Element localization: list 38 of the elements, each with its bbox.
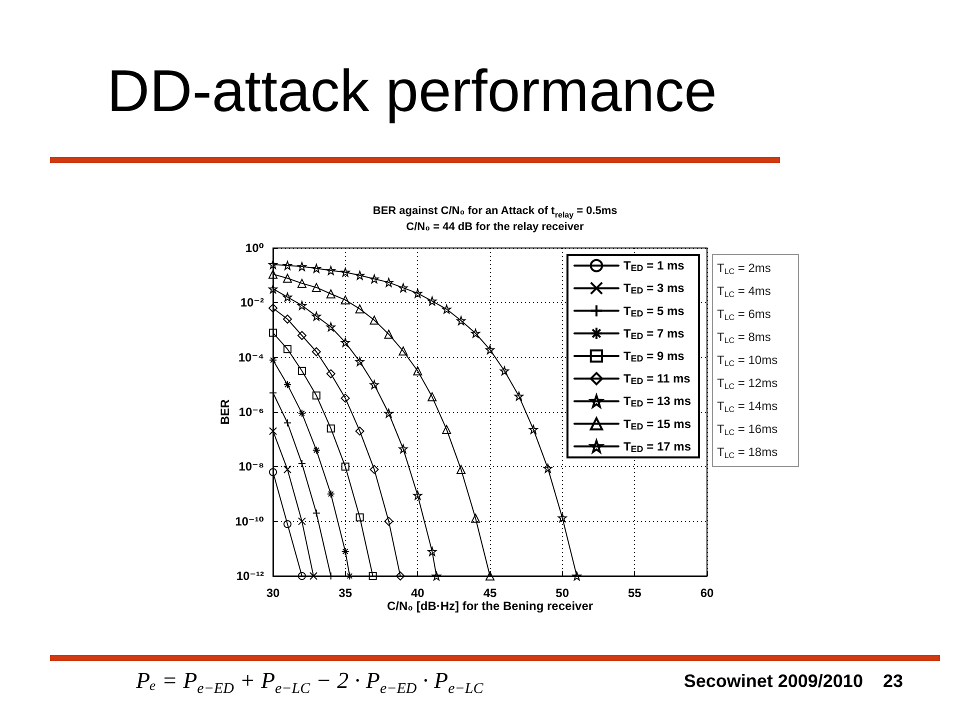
legend-label: TED = 11 ms: [623, 372, 691, 386]
text: T$_{LC}$ = 18ms: [717, 444, 778, 460]
legend-label: TED = 17 ms: [623, 439, 692, 454]
y-tick-label: 10⁻¹²: [236, 569, 264, 583]
y-tick-label: 10⁻⁶: [238, 405, 264, 419]
x-tick-label: 50: [556, 586, 570, 600]
x-tick-label: 35: [338, 586, 352, 600]
x-tick-label: 30: [266, 586, 280, 600]
x-tick-label: 60: [700, 586, 714, 600]
text: T$_{LC}$ = 4ms: [717, 283, 771, 299]
y-tick-label: 10⁻¹⁰: [235, 514, 264, 528]
text: 23: [882, 670, 903, 692]
y-tick-label: 10⁻⁴: [238, 350, 264, 364]
legend-label: TED = 13 ms: [623, 394, 692, 409]
text: T$_{LC}$ = 10ms: [717, 352, 778, 368]
text: T$_{LC}$ = 8ms: [717, 329, 771, 345]
chart-title: DD-attack performance: [107, 58, 717, 124]
y-tick-label: 10⁰: [245, 241, 264, 255]
y-tick-label: 10⁻⁸: [238, 460, 264, 474]
x-tick-label: 40: [410, 586, 425, 600]
x-tick-label: 55: [628, 586, 642, 600]
legend-label: TED = 15 ms: [623, 416, 692, 432]
x-tick-label: 45: [483, 586, 497, 600]
legend-label: TED = 7 ms: [623, 326, 685, 341]
x-axis-title: C/N₀ [dB·Hz] for the Bening receiver: [386, 599, 594, 613]
legend-label: TED = 9 ms: [623, 349, 685, 364]
legend-label: TED = 1 ms: [623, 258, 685, 274]
text: T$_{LC}$ = 14ms: [717, 398, 778, 414]
text: T$_{LC}$ = 2ms: [717, 260, 771, 276]
text: T$_{LC}$ = 12ms: [717, 375, 778, 391]
text: T$_{LC}$ = 6ms: [717, 306, 771, 322]
legend-label: TED = 3 ms: [623, 281, 685, 296]
y-tick-label: 10⁻²: [240, 296, 264, 310]
legend-label: TED = 5 ms: [623, 304, 685, 318]
text: T$_{LC}$ = 16ms: [717, 421, 778, 437]
y-axis-title: BER: [218, 399, 232, 425]
text: Secowinet 2009/2010: [684, 670, 863, 692]
text: Pₑ = P$_{e−ED}$ + P$_{e−LC}$ − 2 · P$_{e−ED}$ · P$_{e−LC}$: [136, 668, 484, 697]
